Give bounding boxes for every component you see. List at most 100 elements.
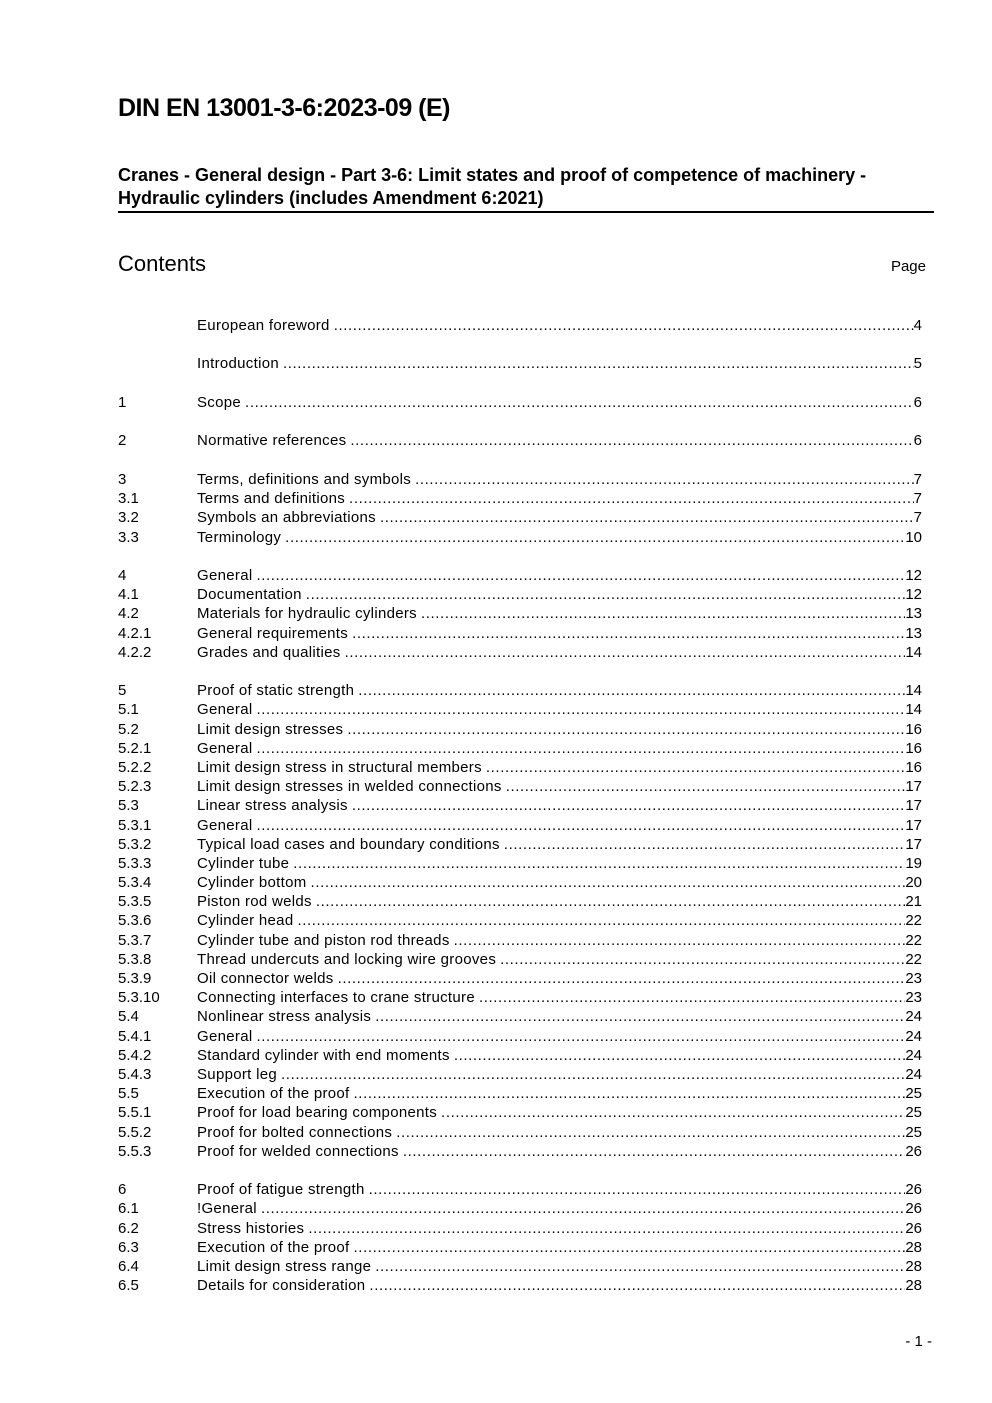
toc-entry-title: Oil connector welds — [197, 970, 334, 988]
toc-entry[interactable]: 5.3.6 Cylinder head 22 — [118, 911, 922, 930]
toc-leader-dots — [454, 931, 906, 950]
toc-entry-page: 24 — [905, 1046, 922, 1064]
toc-entry-title: Grades and qualities — [197, 643, 341, 661]
toc-entry[interactable]: 5.3 Linear stress analysis 17 — [118, 796, 922, 815]
toc-entry-title: Terminology — [197, 528, 282, 546]
toc-entry-page: 22 — [905, 912, 922, 930]
toc-entry[interactable]: 4.2 Materials for hydraulic cylinders 13 — [118, 604, 922, 623]
toc-entry-number: 5.3.2 — [118, 835, 152, 853]
toc-entry-page: 25 — [905, 1085, 922, 1103]
toc-entry-number: 5.5.1 — [118, 1104, 152, 1122]
toc-entry[interactable]: 5.3.4 Cylinder bottom 20 — [118, 873, 922, 892]
toc-entry-title: General — [197, 1027, 253, 1045]
toc-entry[interactable]: 5.2 Limit design stresses 16 — [118, 720, 922, 739]
toc-entry[interactable]: 6.1 !General 26 — [118, 1199, 922, 1218]
toc-entry[interactable]: 2 Normative references 6 — [118, 431, 922, 450]
toc-leader-dots — [256, 566, 905, 585]
toc-entry[interactable]: 4.1 Documentation 12 — [118, 585, 922, 604]
toc-entry[interactable]: 3.2 Symbols an abbreviations 7 — [118, 508, 922, 527]
toc-entry-page: 28 — [905, 1238, 922, 1256]
toc-entry-title: Limit design stresses in welded connecti… — [197, 778, 502, 796]
toc-entry-title: General — [197, 739, 253, 757]
toc-entry[interactable]: 3.1 Terms and definitions 7 — [118, 489, 922, 508]
toc-entry-number: 4.1 — [118, 586, 139, 604]
toc-entry[interactable]: European foreword 4 — [118, 316, 922, 335]
toc-entry-number: 3 — [118, 470, 127, 488]
toc-entry[interactable]: 4.2.1 General requirements 13 — [118, 624, 922, 643]
toc-entry[interactable]: 5.4.3 Support leg 24 — [118, 1065, 922, 1084]
toc-entry-title: Terms, definitions and symbols — [197, 470, 412, 488]
toc-entry-title: Proof for welded connections — [197, 1142, 399, 1160]
toc-entry[interactable]: 6 Proof of fatigue strength 26 — [118, 1180, 922, 1199]
toc-entry[interactable]: 6.5 Details for consideration 28 — [118, 1276, 922, 1295]
toc-entry[interactable]: 5.5.3 Proof for welded connections 26 — [118, 1142, 922, 1161]
toc-entry[interactable]: 5.1 General 14 — [118, 700, 922, 719]
toc-entry-title: Stress histories — [197, 1219, 305, 1237]
toc-entry[interactable]: 5.4.1 General 24 — [118, 1027, 922, 1046]
toc-leader-dots — [306, 585, 906, 604]
toc-entry[interactable]: 5.3.10 Connecting interfaces to crane str… — [118, 988, 922, 1007]
toc-entry[interactable]: 6.2 Stress histories 26 — [118, 1219, 922, 1238]
toc-entry-page: 26 — [905, 1219, 922, 1237]
toc-entry-page: 19 — [905, 854, 922, 872]
toc-entry[interactable]: 3 Terms, definitions and symbols 7 — [118, 470, 922, 489]
toc-entry-number: 5.2.1 — [118, 739, 152, 757]
toc-entry-number: 5.3.3 — [118, 854, 152, 872]
toc-entry-title: Execution of the proof — [197, 1238, 350, 1256]
toc-entry-number — [118, 354, 197, 373]
toc-entry-title: General requirements — [197, 624, 349, 642]
toc-entry[interactable]: 5.3.9 Oil connector welds 23 — [118, 969, 922, 988]
toc-entry-title: Limit design stress range — [197, 1257, 372, 1275]
toc-entry[interactable]: 5.3.5 Piston rod welds 21 — [118, 892, 922, 911]
toc-entry[interactable]: 5.3.2 Typical load cases and boundary con… — [118, 835, 922, 854]
toc-entry[interactable]: 4 General 12 — [118, 566, 922, 585]
toc-entry[interactable]: 5.2.1 General 16 — [118, 739, 922, 758]
toc-entry[interactable]: 5.5 Execution of the proof 25 — [118, 1084, 922, 1103]
toc-entry[interactable]: 5.4 Nonlinear stress analysis 24 — [118, 1007, 922, 1026]
toc-entry-page: 26 — [905, 1142, 922, 1160]
toc-leader-dots — [285, 528, 905, 547]
toc-leader-dots — [441, 1103, 905, 1122]
toc-entry-page: 28 — [905, 1257, 922, 1275]
toc-entry-title: Nonlinear stress analysis — [197, 1008, 372, 1026]
toc-entry[interactable]: 5.5.1 Proof for load bearing components 25 — [118, 1103, 922, 1122]
toc-entry[interactable]: Introduction 5 — [118, 354, 922, 373]
toc-entry-page: 21 — [905, 893, 922, 911]
toc-entry[interactable]: 1 Scope 6 — [118, 393, 922, 412]
toc-entry-page: 23 — [905, 989, 922, 1007]
toc-leader-dots — [354, 1084, 906, 1103]
toc-entry-number: 2 — [118, 432, 127, 450]
toc-entry[interactable]: 6.4 Limit design stress range 28 — [118, 1257, 922, 1276]
toc-leader-dots — [375, 1007, 905, 1026]
toc-entry-number: 5.4.1 — [118, 1027, 152, 1045]
toc-entry-title: Cylinder head — [197, 912, 294, 930]
toc-entry-page: 6 — [913, 432, 922, 450]
toc-entry[interactable]: 5.5.2 Proof for bolted connections 25 — [118, 1123, 922, 1142]
toc-entry-page: 16 — [905, 758, 922, 776]
toc-entry-number: 5.2.2 — [118, 758, 152, 776]
toc-entry-title: Execution of the proof — [197, 1085, 350, 1103]
toc-entry[interactable]: 5.2.2 Limit design stress in structural m… — [118, 758, 922, 777]
toc-leader-dots — [369, 1276, 905, 1295]
toc-entry-number: 3.3 — [118, 528, 139, 546]
toc-entry[interactable]: 5.4.2 Standard cylinder with end moments 2… — [118, 1046, 922, 1065]
toc-entry-number: 5.3.7 — [118, 931, 152, 949]
toc-leader-dots — [375, 1257, 905, 1276]
toc-entry[interactable]: 5.2.3 Limit design stresses in welded con… — [118, 777, 922, 796]
toc-entry[interactable]: 3.3 Terminology 10 — [118, 528, 922, 547]
toc-entry[interactable]: 4.2.2 Grades and qualities 14 — [118, 643, 922, 662]
toc-entry-title: Documentation — [197, 586, 302, 604]
toc-entry[interactable]: 5.3.3 Cylinder tube 19 — [118, 854, 922, 873]
toc-entry[interactable]: 5.3.8 Thread undercuts and locking wire g… — [118, 950, 922, 969]
toc-entry-page: 17 — [905, 816, 922, 834]
toc-leader-dots — [297, 911, 905, 930]
toc-entry[interactable]: 6.3 Execution of the proof 28 — [118, 1238, 922, 1257]
toc-entry[interactable]: 5 Proof of static strength 14 — [118, 681, 922, 700]
toc-entry-page: 14 — [905, 682, 922, 700]
toc-entry-number: 5.3.9 — [118, 970, 152, 988]
toc-entry-page: 26 — [905, 1181, 922, 1199]
toc-entry-page: 25 — [905, 1123, 922, 1141]
toc-entry[interactable]: 5.3.1 General 17 — [118, 816, 922, 835]
toc-entry[interactable]: 5.3.7 Cylinder tube and piston rod thread… — [118, 931, 922, 950]
